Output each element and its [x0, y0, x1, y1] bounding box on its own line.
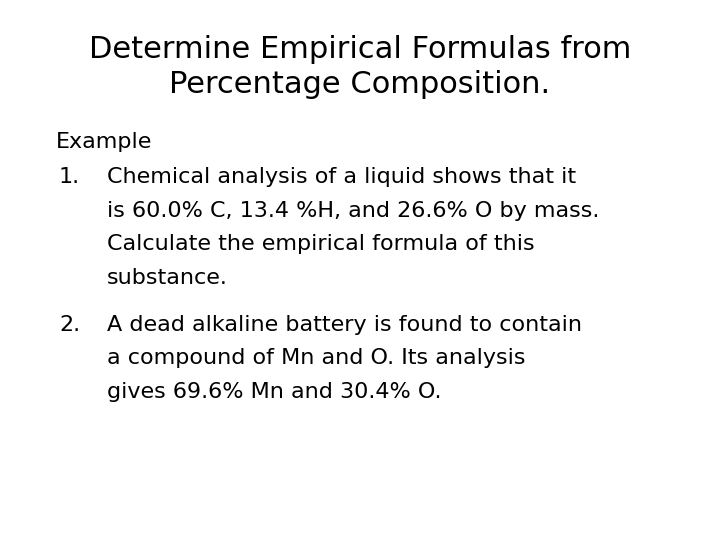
Text: A dead alkaline battery is found to contain: A dead alkaline battery is found to cont…: [107, 315, 582, 335]
Text: is 60.0% C, 13.4 %H, and 26.6% O by mass.: is 60.0% C, 13.4 %H, and 26.6% O by mass…: [107, 201, 599, 221]
Text: Calculate the empirical formula of this: Calculate the empirical formula of this: [107, 234, 534, 254]
Text: substance.: substance.: [107, 268, 228, 288]
Text: gives 69.6% Mn and 30.4% O.: gives 69.6% Mn and 30.4% O.: [107, 382, 441, 402]
Text: Example: Example: [56, 132, 153, 152]
Text: Determine Empirical Formulas from: Determine Empirical Formulas from: [89, 35, 631, 64]
Text: Percentage Composition.: Percentage Composition.: [169, 70, 551, 99]
Text: Chemical analysis of a liquid shows that it: Chemical analysis of a liquid shows that…: [107, 167, 576, 187]
Text: a compound of Mn and O. Its analysis: a compound of Mn and O. Its analysis: [107, 348, 525, 368]
Text: 2.: 2.: [59, 315, 80, 335]
Text: 1.: 1.: [59, 167, 80, 187]
